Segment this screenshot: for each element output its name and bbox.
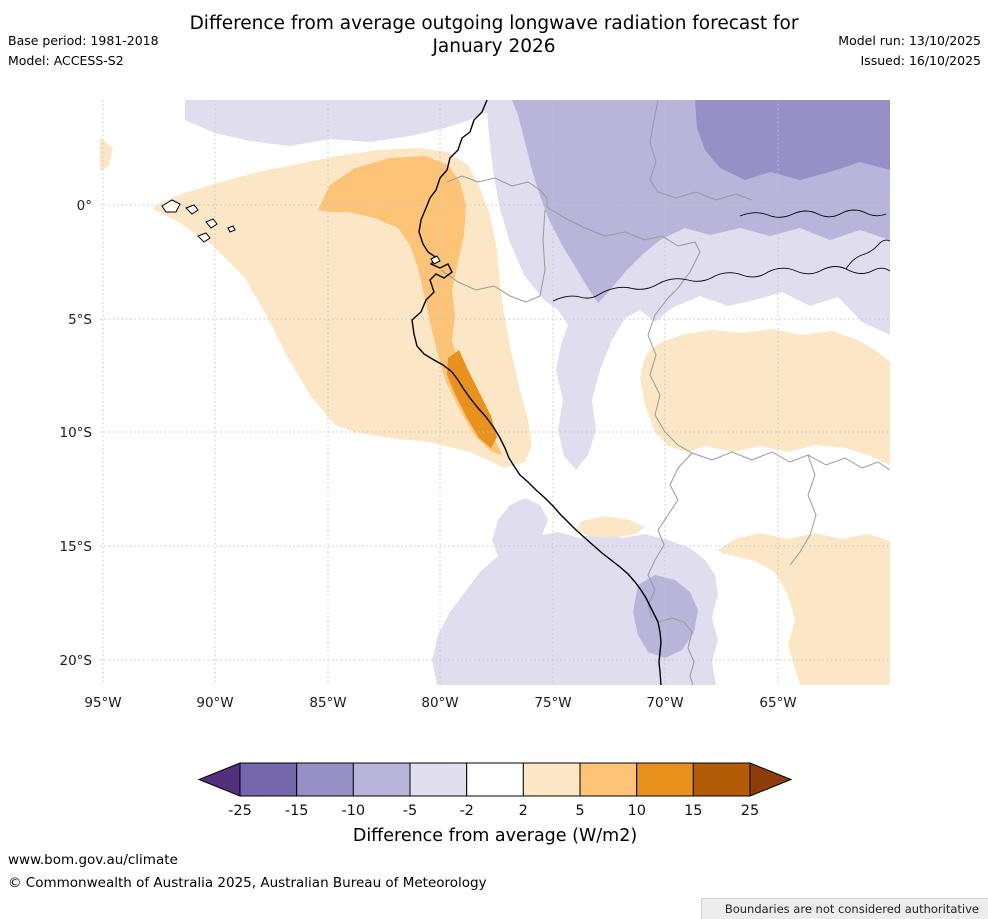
legend-caption: Difference from average (W/m2) [353, 826, 637, 846]
coastline [411, 100, 662, 685]
legend-tick-neg2: -2 [459, 803, 473, 819]
lon-tick-85w: 85°W [309, 695, 346, 711]
galapagos-islands [161, 199, 441, 265]
lat-tick-0: 0° [77, 198, 92, 214]
lon-tick-70w: 70°W [646, 695, 683, 711]
legend-tick-neg10: -10 [341, 803, 365, 819]
legend-tick-10: 10 [627, 803, 645, 819]
colorbar-arrow-left [197, 762, 241, 797]
issued-label: Issued: 16/10/2025 [860, 53, 982, 68]
colorbar-legend: -25 -15 -10 -5 -2 2 5 10 15 25 Differenc… [197, 762, 793, 846]
rivers [552, 209, 890, 302]
colorbar-segment-3 [409, 762, 468, 797]
colorbar-segment-1 [296, 762, 354, 797]
colorbar-segment-5 [522, 762, 581, 797]
anomaly-region-left-edge-tan-sliver [100, 138, 113, 171]
anomaly-region-southeast-tan [718, 533, 890, 685]
boundaries-disclaimer: Boundaries are not considered authoritat… [701, 898, 988, 919]
header-meta-right: Model run: 13/10/2025 Issued: 16/10/2025 [838, 31, 981, 71]
lat-tick-5s: 5°S [68, 312, 92, 328]
lat-tick-10s: 10°S [60, 425, 93, 441]
anomaly-region-coastal-deep-orange [447, 350, 497, 448]
lat-tick-20s: 20°S [60, 653, 93, 669]
model-label: Model: ACCESS-S2 [8, 53, 124, 68]
legend-tick-neg15: -15 [285, 803, 309, 819]
page-title: Difference from average outgoing longwav… [0, 12, 988, 58]
colorbar-segment-2 [352, 762, 411, 797]
title-line-1: Difference from average outgoing longwav… [189, 13, 799, 34]
colorbar-arrow-right [749, 762, 793, 797]
anomaly-region-northeast-mediumpurple [695, 100, 890, 180]
lon-tick-90w: 90°W [196, 695, 233, 711]
lat-tick-15s: 15°S [60, 539, 93, 555]
colorbar-segment-0 [239, 762, 298, 797]
base-period-label: Base period: 1981-2018 [8, 33, 159, 48]
colorbar-segment-6 [579, 762, 638, 797]
title-line-2: January 2026 [432, 36, 556, 57]
legend-tick-2: 2 [519, 803, 528, 819]
footer-website: www.bom.gov.au/climate [8, 852, 178, 868]
model-run-label: Model run: 13/10/2025 [838, 33, 981, 48]
lon-tick-95w: 95°W [84, 695, 121, 711]
footer-copyright: © Commonwealth of Australia 2025, Austra… [8, 875, 487, 891]
longitude-axis: 95°W 90°W 85°W 80°W 75°W 70°W 65°W [84, 695, 796, 711]
lon-tick-75w: 75°W [534, 695, 571, 711]
anomaly-region-small-tan-spot [575, 516, 645, 538]
colorbar-segment-8 [692, 762, 751, 797]
lon-tick-65w: 65°W [759, 695, 796, 711]
header-meta-left: Base period: 1981-2018 Model: ACCESS-S2 [8, 31, 159, 71]
legend-tick-15: 15 [684, 803, 702, 819]
legend-tick-5: 5 [575, 803, 584, 819]
legend-tick-neg5: -5 [403, 803, 417, 819]
graticule-gridlines [100, 100, 890, 685]
country-borders [440, 100, 890, 685]
colorbar-segment-4 [466, 762, 524, 797]
latitude-axis: 0° 5°S 10°S 15°S 20°S [60, 198, 93, 669]
lon-tick-80w: 80°W [421, 695, 458, 711]
legend-tick-25: 25 [741, 803, 759, 819]
colorbar-segment-7 [636, 762, 694, 797]
legend-tick-neg25: -25 [228, 803, 252, 819]
anomaly-regions [100, 100, 890, 685]
anomaly-region-east-tan [640, 329, 890, 465]
